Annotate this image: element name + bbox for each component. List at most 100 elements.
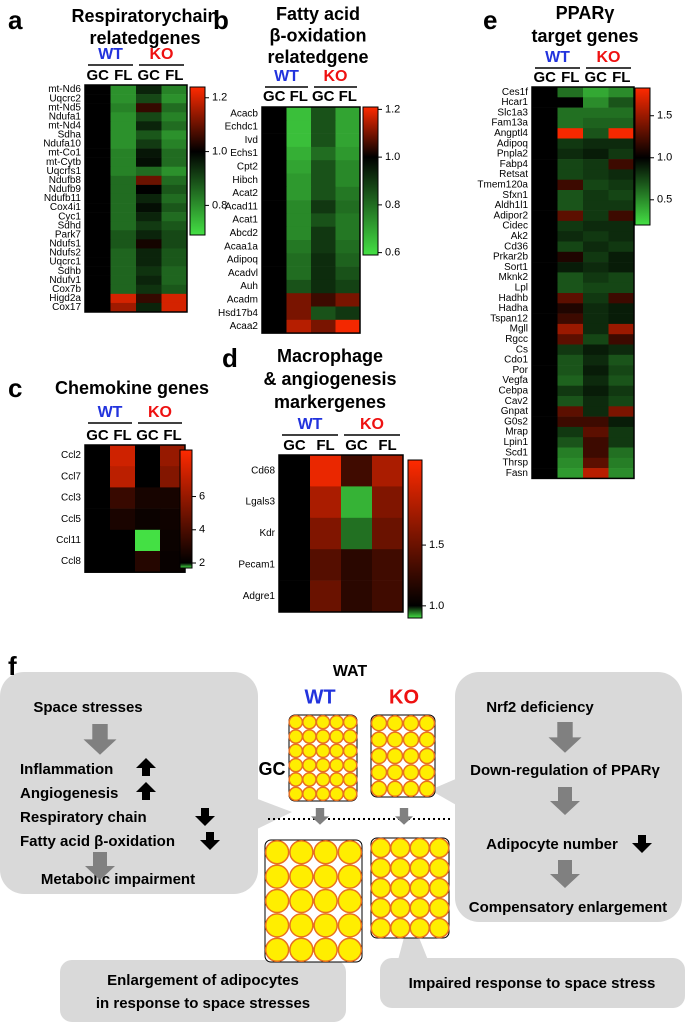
- adipocyte: [289, 888, 314, 914]
- row-label: Echs1: [230, 148, 258, 159]
- heatmap-cell: [583, 457, 609, 469]
- adipocyte: [386, 731, 404, 748]
- heatmap-cell: [136, 184, 162, 195]
- heatmap-cell: [557, 87, 584, 98]
- heatmap-cell: [608, 179, 635, 191]
- heatmap-cell: [110, 466, 136, 488]
- heatmap-cell: [557, 97, 584, 108]
- panel-label: e: [483, 5, 497, 35]
- heatmap-cell: [286, 186, 312, 201]
- heatmap-cell: [532, 148, 558, 160]
- group-label: WT: [98, 46, 123, 63]
- heatmap-cell: [85, 487, 111, 509]
- column-label: GC: [534, 69, 557, 86]
- heatmap-cell: [136, 175, 162, 186]
- adipocyte: [313, 937, 338, 963]
- row-label: Uqcrc2: [49, 93, 81, 104]
- heatmap-cell: [286, 200, 312, 214]
- row-label: Ak2: [511, 231, 529, 242]
- flow-arrow: [548, 722, 582, 753]
- heatmap-cell: [557, 169, 584, 180]
- adipocyte: [429, 837, 450, 859]
- row-label: Cs: [516, 344, 528, 355]
- heatmap-cell: [608, 262, 635, 273]
- adipocyte: [289, 913, 314, 938]
- chart-title: & angiogenesis: [263, 369, 396, 389]
- heatmap-cell: [110, 293, 137, 304]
- flow-arrow: [83, 724, 117, 755]
- heatmap-cell: [310, 517, 342, 550]
- heatmap-cell: [262, 133, 287, 148]
- group-label: KO: [150, 46, 174, 63]
- heatmap-cell: [286, 306, 312, 321]
- heatmap-cell: [161, 203, 188, 213]
- row-label: Cox17: [52, 302, 81, 313]
- adipocyte: [264, 937, 290, 963]
- chart-title: Chemokine genes: [55, 378, 209, 398]
- heatmap-cell: [85, 508, 111, 531]
- heatmap-cell: [608, 241, 635, 253]
- row-label: Cyc1: [58, 211, 81, 222]
- adipocyte: [370, 837, 391, 859]
- adipocyte: [289, 937, 314, 963]
- adipocyte: [418, 714, 436, 732]
- heatmap-cell: [311, 306, 336, 321]
- heatmap-cell: [161, 293, 188, 304]
- heatmap-cell: [532, 293, 558, 304]
- column-label: FL: [165, 67, 183, 84]
- row-label: Cox7b: [52, 284, 81, 295]
- heatmap-cell: [262, 279, 287, 294]
- heatmap-cell: [262, 160, 287, 174]
- row-label: Cdo1: [504, 355, 528, 366]
- adipocyte: [342, 786, 358, 802]
- adipocyte: [315, 729, 331, 744]
- column-label: GC: [138, 67, 161, 84]
- adipocyte: [386, 747, 404, 765]
- heatmap-cell: [110, 529, 136, 552]
- flow-arrow: [85, 852, 115, 880]
- heatmap-cell: [557, 457, 584, 469]
- adipocyte: [370, 857, 391, 879]
- heatmap-cell: [557, 396, 584, 407]
- row-label: Cd68: [251, 465, 275, 476]
- column-label: FL: [561, 69, 579, 86]
- heatmap-cell: [136, 293, 162, 304]
- heatmap-cell: [85, 193, 111, 204]
- group-label: KO: [148, 404, 172, 421]
- heatmap-cell: [532, 97, 558, 108]
- right-callout-box: [380, 958, 685, 1008]
- heatmap-cell: [532, 272, 558, 283]
- adipocyte: [386, 764, 404, 781]
- heatmap-cell: [532, 303, 558, 314]
- heatmap-cell: [557, 179, 584, 191]
- row-label: mt-Nd5: [48, 102, 81, 113]
- heatmap-cell: [583, 303, 609, 314]
- heatmap-cell: [608, 87, 635, 98]
- adipocyte: [342, 757, 358, 773]
- heatmap-cell: [110, 212, 137, 222]
- heatmap-cell: [583, 241, 609, 253]
- adipocyte: [288, 743, 304, 759]
- row-label: Cd36: [504, 241, 528, 252]
- heatmap-cell: [110, 184, 137, 195]
- adipocyte: [409, 857, 430, 879]
- heatmap-cell: [608, 344, 635, 356]
- row-label: Acacb: [230, 108, 258, 119]
- chart-title: β-oxidation: [270, 25, 367, 45]
- heatmap-cell: [85, 284, 111, 295]
- row-label: Hibch: [232, 175, 258, 186]
- left-item: Metabolic impairment: [41, 871, 195, 888]
- heatmap-cell: [608, 303, 635, 314]
- heatmap-cell: [85, 139, 111, 149]
- adipocyte: [386, 780, 404, 798]
- heatmap-cell: [136, 239, 162, 249]
- heatmap-cell: [161, 157, 188, 168]
- heatmap-cell: [583, 200, 609, 211]
- row-label: Tspan12: [490, 313, 528, 324]
- heatmap-cell: [335, 160, 361, 174]
- row-label: Ndufb8: [49, 175, 82, 186]
- adipocyte: [264, 864, 290, 889]
- heatmap-cell: [135, 445, 161, 467]
- heatmap-cell: [608, 313, 635, 325]
- panel-label: f: [8, 651, 17, 681]
